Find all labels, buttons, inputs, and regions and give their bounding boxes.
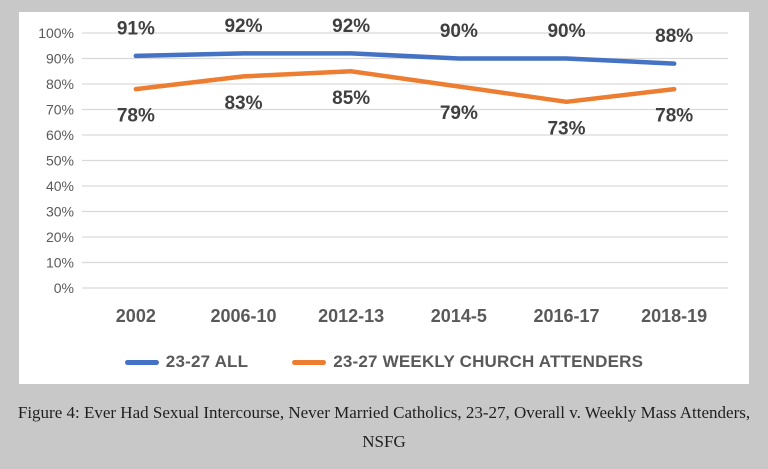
data-label: 90% — [440, 21, 478, 42]
legend-label-weekly: 23-27 WEEKLY CHURCH ATTENDERS — [333, 352, 644, 371]
series-line — [133, 51, 677, 66]
y-axis-tick-label: 50% — [46, 153, 74, 169]
data-label: 92% — [332, 16, 370, 37]
y-axis-tick-label: 60% — [46, 127, 74, 143]
legend-item-weekly: 23-27 WEEKLY CHURCH ATTENDERS — [292, 352, 643, 372]
y-axis-tick-label: 70% — [46, 102, 74, 118]
y-axis-tick-label: 0% — [54, 280, 74, 296]
y-axis-tick-label: 10% — [46, 255, 74, 271]
chart-panel: 0% 10% 20% 30% 40% 50% 60% 70% 80% 90% 100% 91% 92% 9… — [19, 12, 749, 384]
data-label: 73% — [547, 118, 585, 139]
data-label: 88% — [655, 26, 693, 47]
line-chart: 0% 10% 20% 30% 40% 50% 60% 70% 80% 90% 100% 91% 92% 9… — [38, 16, 728, 326]
legend-swatch-all — [124, 359, 159, 365]
y-axis-tick-label: 30% — [46, 204, 74, 220]
x-axis-category-label: 2016-17 — [533, 306, 599, 326]
data-label: 78% — [117, 106, 155, 127]
data-label: 79% — [440, 103, 478, 124]
data-label: 85% — [332, 88, 370, 109]
legend-label-all: 23-27 ALL — [165, 352, 249, 371]
y-axis-tick-label: 80% — [46, 76, 74, 92]
data-label: 92% — [224, 16, 262, 37]
legend-item-all: 23-27 ALL — [124, 352, 249, 372]
x-axis-category-label: 2012-13 — [318, 306, 384, 326]
figure-caption-line1: Figure 4: Ever Had Sexual Intercourse, N… — [17, 403, 751, 422]
series-line — [133, 69, 677, 105]
data-label: 83% — [224, 93, 262, 114]
y-axis-tick-label: 90% — [46, 51, 74, 67]
figure-caption-line2: NSFG — [362, 432, 406, 451]
y-axis-tick-label: 100% — [38, 25, 74, 41]
data-label: 91% — [117, 18, 155, 39]
chart-legend: 23-27 ALL 23-27 WEEKLY CHURCH ATTENDERS — [19, 342, 749, 382]
x-axis-category-label: 2018-19 — [641, 306, 707, 326]
x-axis-category-label: 2002 — [116, 306, 156, 326]
data-label: 90% — [547, 21, 585, 42]
y-axis-tick-label: 40% — [46, 178, 74, 194]
x-axis-category-label: 2014-5 — [431, 306, 487, 326]
figure-caption: Figure 4: Ever Had Sexual Intercourse, N… — [0, 398, 768, 456]
y-axis-tick-label: 20% — [46, 229, 74, 245]
data-label: 78% — [655, 106, 693, 127]
legend-swatch-weekly — [292, 359, 327, 365]
x-axis-category-label: 2006-10 — [210, 306, 276, 326]
